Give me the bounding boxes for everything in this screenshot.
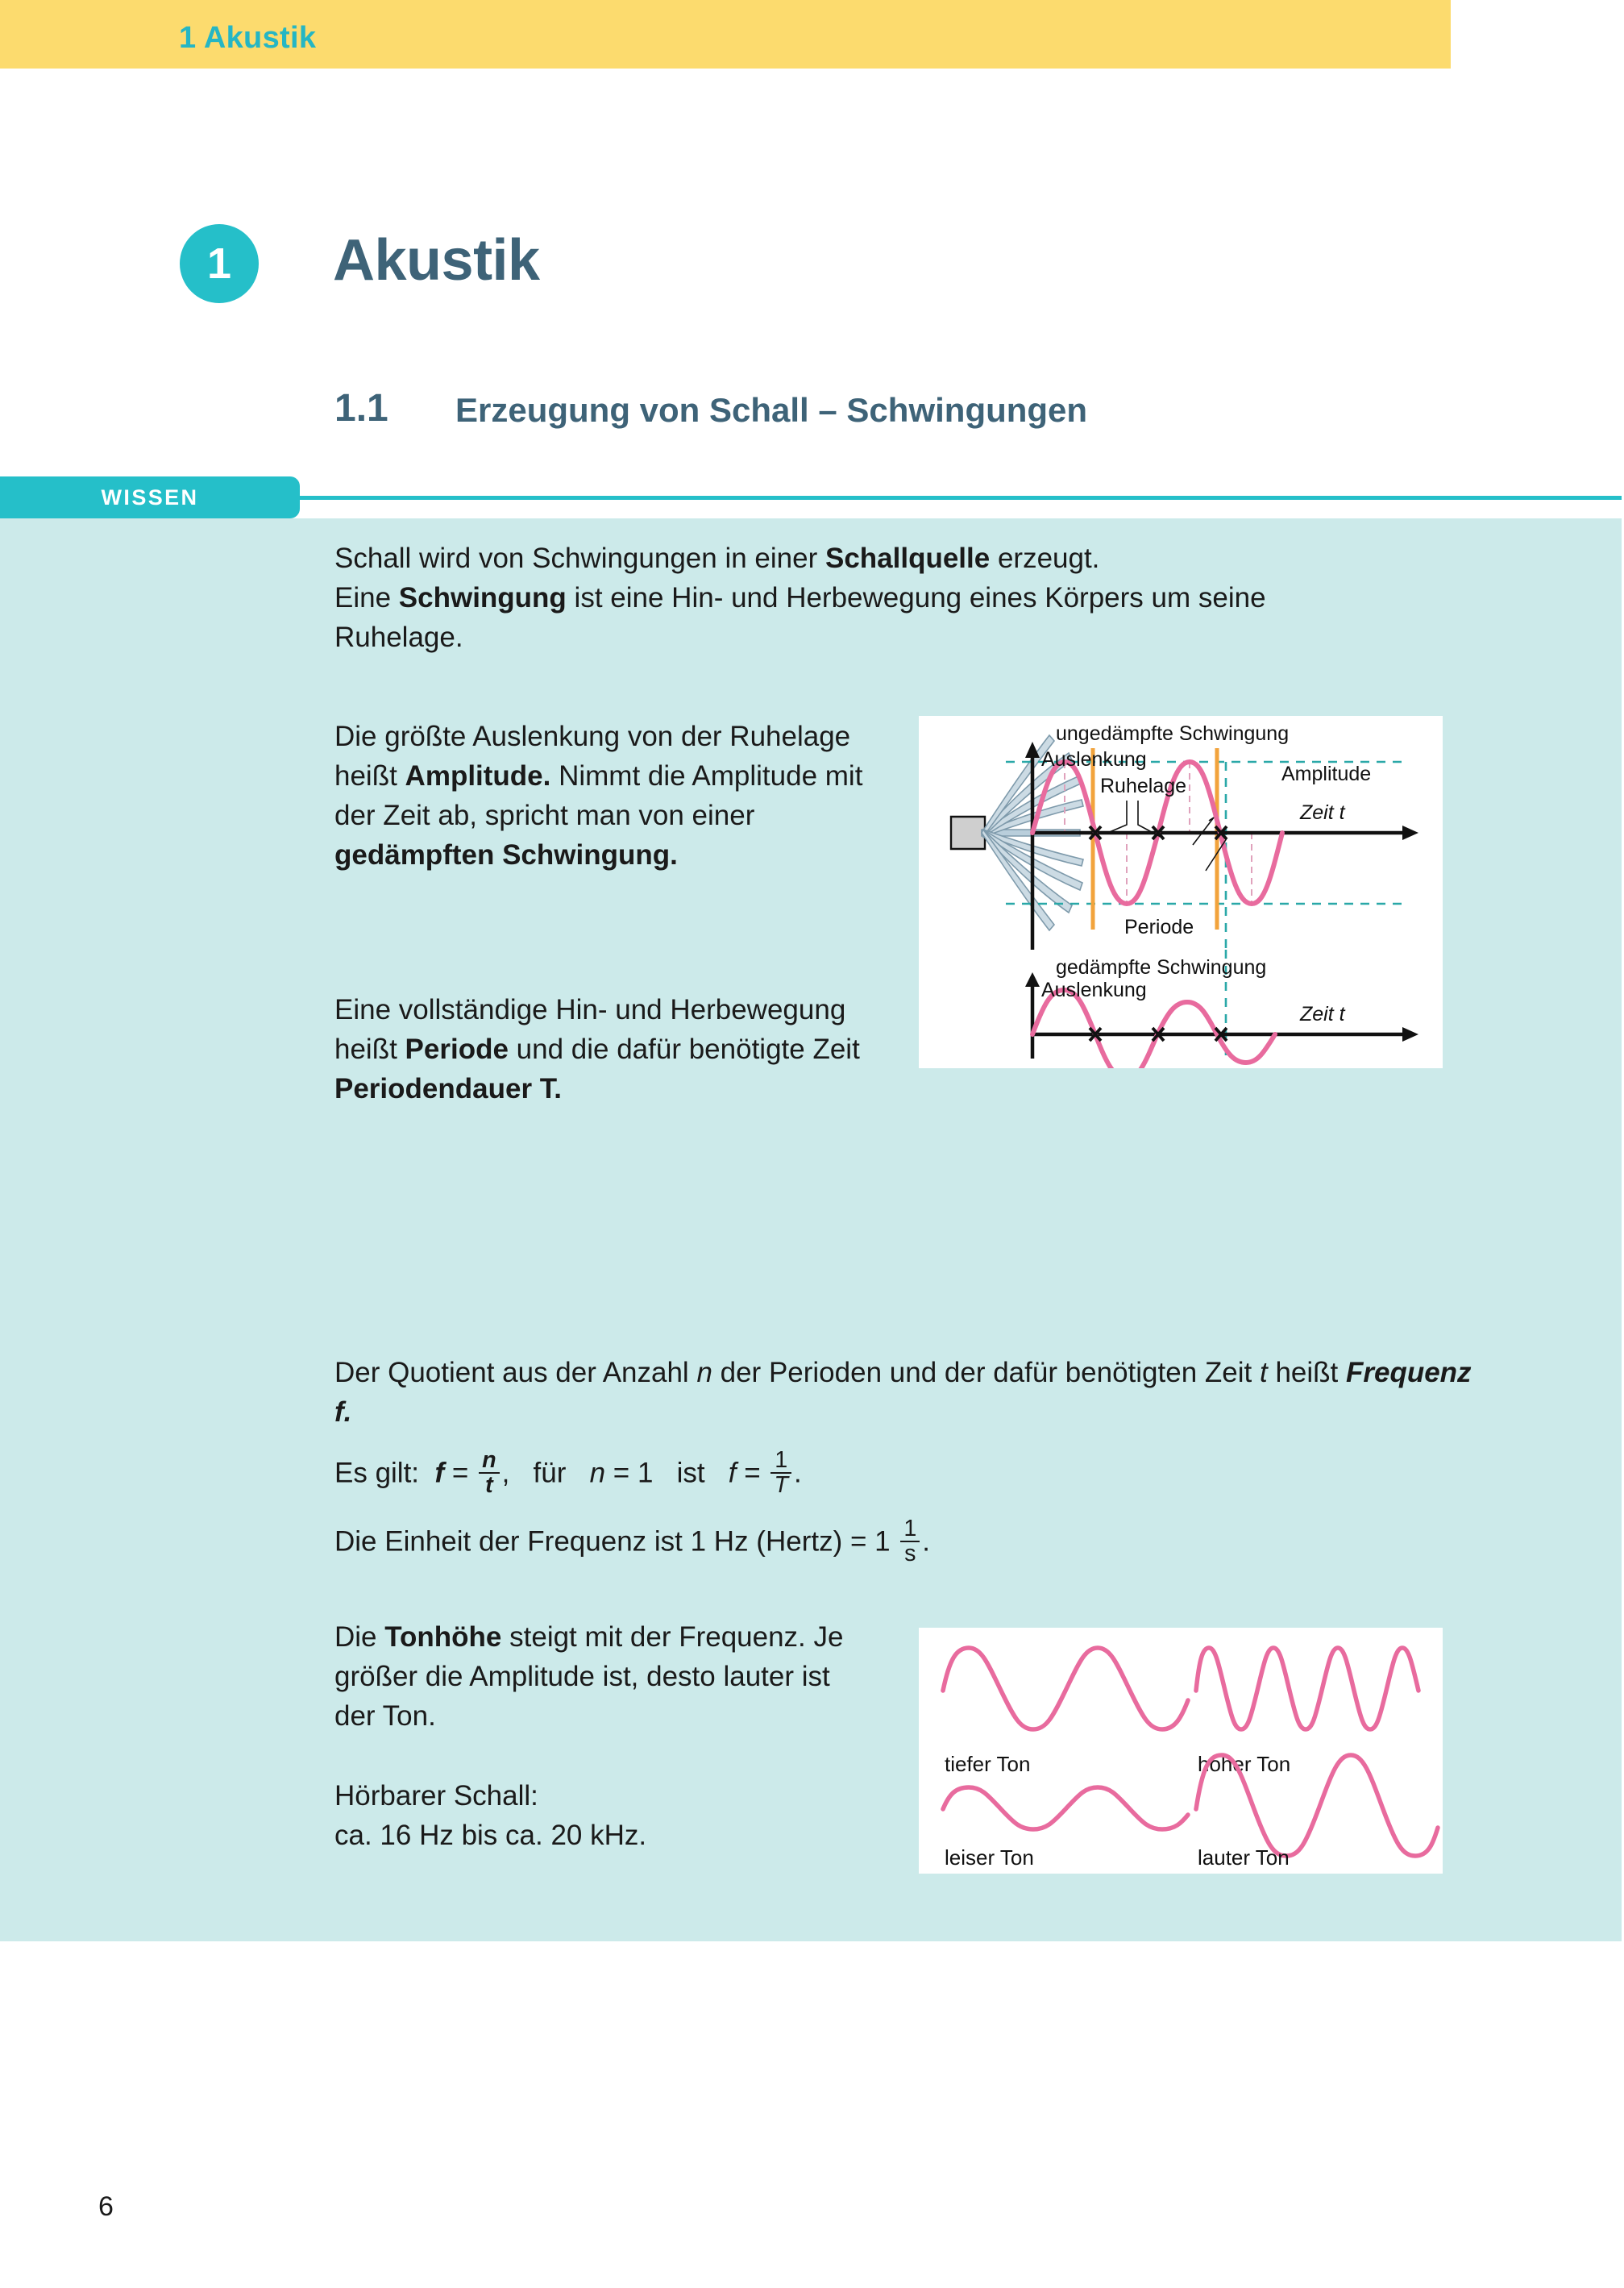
text-run: der Perioden und der dafür benötigten Ze…	[712, 1357, 1260, 1388]
text-italic-n: n	[696, 1357, 712, 1388]
label-x-axis-undamped: Zeit t	[1299, 801, 1346, 824]
text-run: Die Einheit der Frequenz ist 1 Hz (Hertz…	[334, 1525, 891, 1558]
formula-eq2: = 1	[613, 1457, 654, 1489]
oscillation-undamped-svg: ungedämpfte Schwingung Auslenkung Ruhela…	[949, 722, 1418, 1082]
wave-tiefer-ton	[941, 1645, 1190, 1732]
section-title: Erzeugung von Schall – Schwingungen	[455, 391, 1088, 429]
text-bold-periodendauer: Perioden­dauer T.	[334, 1073, 563, 1104]
text-run: Ruhelage.	[334, 622, 463, 653]
label-ruhelage: Ruhelage	[1100, 775, 1186, 797]
chapter-number-badge: 1	[180, 224, 259, 303]
text-run: Nimmt die Amplitude mit der Zeit ab, spr…	[334, 760, 863, 831]
text-run: heißt	[1267, 1357, 1346, 1388]
paragraph-hoerbarer-schall: Hörbarer Schall: ca. 16 Hz bis ca. 20 kH…	[334, 1776, 874, 1855]
label-tiefer-ton: tiefer Ton	[945, 1752, 1030, 1776]
text-run: .	[922, 1525, 931, 1558]
fraction-numerator: n	[479, 1448, 500, 1475]
text-run: ist eine Hin- und Herbewegung eines Körp…	[566, 582, 1266, 614]
wave-lauter-ton	[1194, 1753, 1440, 1858]
formula-f2: f	[728, 1457, 737, 1489]
label-lauter-ton: lauter Ton	[1198, 1845, 1290, 1870]
text-run: Es gilt:	[334, 1457, 420, 1489]
text-run: Die	[334, 1621, 385, 1653]
label-amplitude: Amplitude	[1281, 763, 1371, 785]
wissen-rule	[300, 496, 1622, 500]
text-bold-schallquelle: Schallquelle	[824, 543, 991, 574]
text-run: Eine vollständige Hin- und Her­bewegung …	[334, 994, 846, 1065]
wissen-tab-label: WISSEN	[101, 485, 199, 510]
text-run: für	[533, 1457, 567, 1489]
text-bold-amplitude: Amplitude.	[405, 760, 551, 792]
tones-svg: tiefer Ton hoher Ton leiser Ton lauter T…	[941, 1645, 1440, 1870]
text-run: ,	[501, 1457, 510, 1489]
text-run: ca. 16 Hz bis ca. 20 kHz.	[334, 1820, 647, 1851]
text-bold-periode: Periode	[405, 1034, 509, 1065]
paragraph-amplitude: Die größte Auslenkung von der Ruhelage h…	[334, 717, 874, 875]
fraction-1-over-T: 1 T	[770, 1448, 791, 1499]
fraction-denominator: t	[485, 1472, 493, 1499]
paragraph-hertz: Die Einheit der Frequenz ist 1 Hz (Hertz…	[334, 1516, 1221, 1567]
x-axis-arrow	[1402, 826, 1418, 840]
figure-oscillation: ungedämpfte Schwingung Auslenkung Ruhela…	[919, 716, 1443, 1082]
zero-crossing-marks-damped	[1088, 1026, 1228, 1042]
paragraph-schall: Schall wird von Schwingungen in einer Sc…	[334, 539, 1479, 657]
y-axis-arrow-damped	[1025, 972, 1040, 987]
text-run: steigt mit der Fre­quenz. Je größer die …	[334, 1621, 844, 1732]
figure-tones: tiefer Ton hoher Ton leiser Ton lauter T…	[919, 1628, 1443, 1874]
label-y-axis-damped: Auslenkung	[1041, 979, 1147, 1001]
text-bold-schwingung: Schwingung	[398, 582, 567, 614]
formula-f1: f	[434, 1457, 445, 1489]
page-title: Akustik	[333, 228, 540, 293]
formula-eq1: =	[451, 1457, 469, 1489]
section-number: 1.1	[334, 387, 388, 430]
paragraph-periode: Eine vollständige Hin- und Her­bewegung …	[334, 990, 874, 1109]
wave-hoher-ton	[1194, 1645, 1421, 1732]
damped-wave	[1030, 987, 1277, 1082]
text-run: Der Quotient aus der Anzahl	[334, 1357, 697, 1388]
page-number: 6	[98, 2191, 114, 2222]
text-run: Hörbarer Schall:	[334, 1780, 538, 1812]
header-band	[0, 0, 1451, 69]
text-run: .	[793, 1457, 802, 1489]
text-italic-t: t	[1259, 1357, 1268, 1388]
label-x-axis-damped: Zeit t	[1299, 1003, 1346, 1025]
text-bold-gedaempfte: gedämpften Schwingung.	[334, 839, 678, 871]
label-hoher-ton: hoher Ton	[1198, 1752, 1290, 1776]
paragraph-frequenz: Der Quotient aus der Anzahl n der Period…	[334, 1353, 1487, 1432]
text-run: Die größte Auslenkung von der Ruhelage h…	[334, 721, 851, 792]
fraction-1-over-s: 1 s	[900, 1516, 920, 1567]
paragraph-formula: Es gilt: f = n t , für n = 1 ist f = 1 T…	[334, 1448, 1140, 1499]
wissen-tab: WISSEN	[0, 476, 300, 518]
fraction-denominator: s	[904, 1541, 916, 1567]
text-run: Schall wird von Schwingungen in einer	[334, 543, 825, 574]
label-damped-title: gedämpfte Schwingung	[1056, 956, 1266, 979]
text-bold-frequenz: Frequenz f.	[334, 1357, 1472, 1428]
header-chapter-label: 1 Akustik	[179, 21, 317, 55]
paragraph-tonhoehe: Die Tonhöhe steigt mit der Fre­quenz. Je…	[334, 1617, 874, 1736]
text-run: Eine	[334, 582, 399, 614]
chapter-number: 1	[206, 239, 232, 288]
y-axis-arrow	[1025, 742, 1040, 758]
fraction-denominator: T	[774, 1472, 788, 1499]
label-y-axis-undamped: Auslenkung	[1041, 748, 1147, 771]
formula-n: n	[589, 1457, 606, 1489]
label-leiser-ton: leiser Ton	[945, 1845, 1034, 1870]
fraction-numerator: 1	[900, 1516, 920, 1543]
text-run: und die dafür benötigte Zeit	[508, 1034, 860, 1065]
label-undamped-title: ungedämpfte Schwingung	[1056, 722, 1289, 745]
text-run: ist	[676, 1457, 705, 1489]
text-bold-tonhoehe: Tonhöhe	[384, 1621, 502, 1653]
leader-lines	[1105, 801, 1228, 872]
text-run: erzeugt.	[990, 543, 1100, 574]
fraction-numerator: 1	[770, 1448, 791, 1475]
x-axis-arrow-damped	[1402, 1027, 1418, 1042]
label-periode: Periode	[1124, 916, 1194, 938]
formula-eq3: =	[744, 1457, 761, 1489]
wave-leiser-ton	[941, 1785, 1190, 1832]
fraction-n-over-t: n t	[479, 1448, 500, 1499]
